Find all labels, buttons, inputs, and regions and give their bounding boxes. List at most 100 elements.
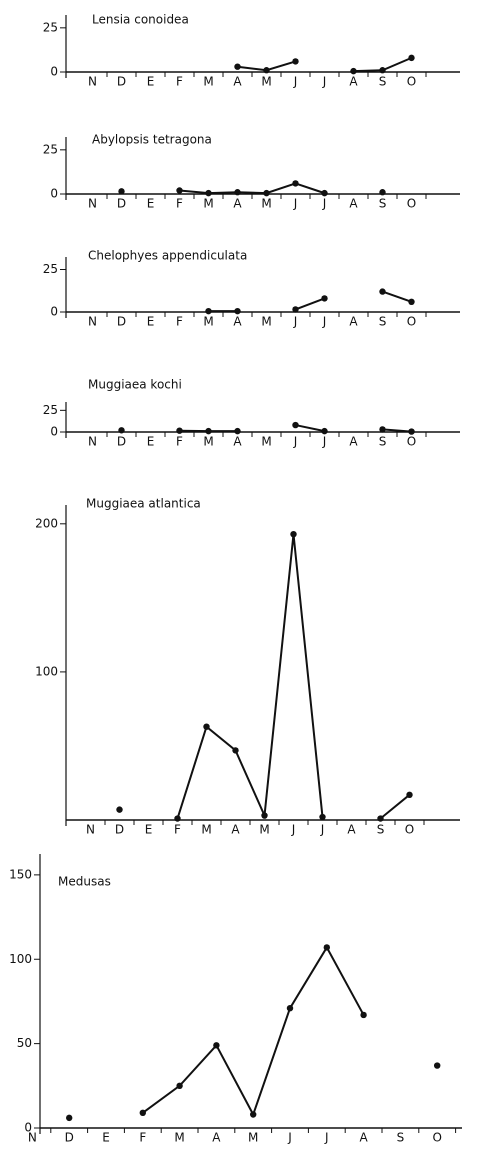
data-point: [116, 806, 123, 813]
x-tick-label: N: [88, 435, 97, 449]
x-tick-label: A: [347, 823, 356, 837]
y-tick-label: 0: [24, 1121, 32, 1135]
data-point: [408, 54, 415, 62]
data-point: [205, 189, 212, 197]
data-point: [292, 58, 299, 65]
data-point: [406, 791, 413, 799]
data-point: [234, 427, 241, 435]
data-point: [213, 1042, 220, 1049]
x-tick-label: S: [397, 1131, 405, 1145]
x-tick-label: D: [65, 1131, 74, 1145]
x-tick-label: O: [405, 823, 414, 837]
x-tick-label: A: [349, 75, 358, 89]
x-tick-label: M: [261, 315, 271, 329]
panel-title: Muggiaea atlantica: [86, 497, 201, 511]
x-tick-label: S: [379, 197, 387, 211]
x-tick-label: E: [147, 315, 155, 329]
series-line: [295, 297, 325, 311]
x-tick-label: J: [322, 75, 327, 89]
x-tick-label: S: [379, 315, 387, 329]
x-tick-label: A: [233, 435, 242, 449]
data-point: [290, 530, 297, 538]
x-tick-label: E: [145, 823, 153, 837]
y-tick-label: 25: [43, 20, 58, 34]
x-tick-label: M: [261, 435, 271, 449]
x-tick-label: O: [407, 197, 416, 211]
data-point: [292, 306, 299, 313]
x-tick-label: O: [407, 435, 416, 449]
data-point: [250, 1111, 257, 1118]
x-tick-label: A: [349, 315, 358, 329]
x-tick-label: E: [147, 197, 155, 211]
y-tick-label: 0: [50, 425, 58, 439]
y-tick-label: 0: [50, 187, 58, 201]
x-tick-label: F: [176, 197, 183, 211]
series-line: [382, 428, 412, 433]
x-tick-label: F: [174, 823, 181, 837]
x-tick-label: D: [117, 435, 126, 449]
x-tick-label: F: [176, 75, 183, 89]
x-tick-label: F: [176, 435, 183, 449]
data-point: [321, 295, 328, 302]
x-tick-label: D: [117, 75, 126, 89]
x-tick-label: J: [293, 435, 298, 449]
data-point: [118, 427, 125, 434]
x-tick-label: M: [203, 197, 213, 211]
series-line: [179, 182, 325, 195]
data-point: [176, 1082, 183, 1090]
x-tick-label: J: [293, 315, 298, 329]
x-tick-label: S: [379, 75, 387, 89]
x-tick-label: N: [88, 197, 97, 211]
data-point: [434, 1062, 441, 1069]
x-tick-label: O: [432, 1131, 441, 1145]
y-tick-label: 25: [43, 142, 58, 156]
data-point: [379, 67, 386, 74]
x-tick-label: A: [233, 197, 242, 211]
data-point: [360, 1011, 367, 1019]
data-point: [379, 189, 386, 196]
y-tick-label: 25: [43, 262, 58, 276]
panel-title: Chelophyes appendiculata: [88, 249, 247, 263]
data-point: [203, 723, 210, 730]
data-point: [286, 1004, 294, 1012]
y-tick-label: 0: [50, 65, 58, 79]
data-point: [234, 63, 241, 70]
x-tick-label: N: [88, 315, 97, 329]
data-point: [379, 288, 386, 295]
x-tick-label: M: [248, 1131, 258, 1145]
x-tick-label: S: [377, 823, 385, 837]
data-point: [263, 67, 270, 74]
data-point: [118, 188, 125, 195]
series-line: [142, 945, 365, 1117]
x-tick-label: M: [203, 435, 213, 449]
data-point: [176, 427, 183, 434]
x-tick-label: A: [349, 435, 358, 449]
data-point: [379, 426, 386, 433]
data-point: [408, 298, 415, 305]
data-point: [323, 944, 330, 951]
x-tick-label: J: [322, 315, 327, 329]
data-point: [234, 189, 241, 196]
y-tick-label: 0: [50, 305, 58, 319]
x-tick-label: M: [174, 1131, 184, 1145]
x-tick-label: D: [117, 197, 126, 211]
data-point: [321, 189, 328, 197]
x-tick-label: A: [349, 197, 358, 211]
x-tick-label: A: [231, 823, 240, 837]
x-tick-label: O: [407, 315, 416, 329]
data-point: [205, 307, 212, 315]
series-line: [382, 290, 412, 303]
x-tick-label: D: [115, 823, 124, 837]
data-point: [234, 307, 241, 315]
x-tick-label: M: [203, 315, 213, 329]
x-tick-label: J: [320, 823, 325, 837]
data-point: [350, 67, 357, 75]
x-tick-label: A: [359, 1131, 368, 1145]
data-point: [321, 427, 328, 435]
x-tick-label: M: [261, 75, 271, 89]
x-tick-label: A: [233, 315, 242, 329]
x-tick-label: J: [322, 435, 327, 449]
x-tick-label: J: [324, 1131, 329, 1145]
y-tick-label: 100: [35, 664, 58, 678]
